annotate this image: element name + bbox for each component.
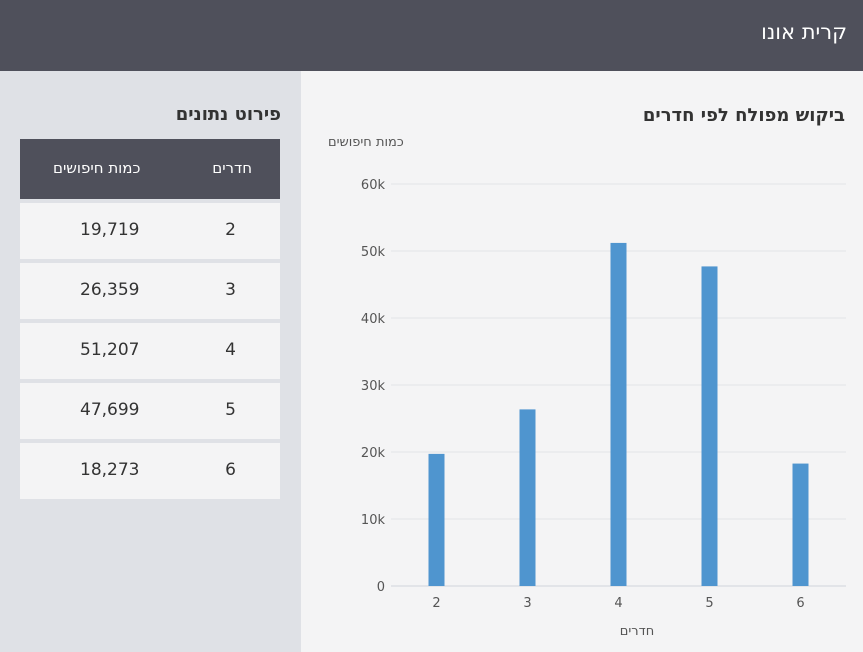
cell-rooms: 5: [225, 400, 236, 420]
bar[interactable]: [792, 463, 809, 586]
app-header: קרית אונו: [0, 0, 863, 71]
table-row: 3 26,359: [20, 263, 280, 319]
data-table: חדרים כמות חיפושים 2 19,719 3 26,359 4 5…: [20, 139, 280, 499]
y-tick-label: 10k: [361, 513, 386, 528]
y-tick-label: 40k: [361, 312, 386, 327]
bar-chart: 0 10k 20k 30k 40k 50k 60k 2 3 4 5 6 כמות חיפושים חד…: [328, 135, 846, 639]
chart-panel: ביקוש מפולח לפי חדרים 0 10k 20k 30k 40k 50k 60…: [301, 71, 863, 652]
table-row: 5 47,699: [20, 383, 280, 439]
y-tick-label: 20k: [361, 446, 386, 461]
x-tick-label: 5: [705, 596, 713, 611]
y-tick-label: 60k: [361, 178, 386, 193]
table-title: פירוט נתונים: [175, 104, 281, 125]
cell-rooms: 2: [225, 220, 236, 240]
bar[interactable]: [428, 453, 445, 586]
tick-labels: 0 10k 20k 30k 40k 50k 60k 2 3 4 5 6: [361, 178, 805, 611]
y-tick-label: 30k: [361, 379, 386, 394]
x-tick-label: 2: [432, 596, 440, 611]
column-header-count: כמות חיפושים: [53, 159, 141, 177]
column-header-rooms: חדרים: [212, 159, 252, 177]
chart-title: ביקוש מפולח לפי חדרים: [642, 105, 845, 126]
y-tick-label: 50k: [361, 245, 386, 260]
x-tick-label: 4: [614, 596, 622, 611]
data-details-panel: פירוט נתונים חדרים כמות חיפושים 2 19,719…: [0, 71, 301, 652]
cell-rooms: 4: [225, 340, 236, 360]
table-row: 6 18,273: [20, 443, 280, 499]
city-title: קרית אונו: [761, 20, 847, 44]
table-header-row: חדרים כמות חיפושים: [20, 139, 280, 199]
cell-count: 19,719: [80, 220, 140, 240]
bars: [428, 242, 809, 587]
x-tick-label: 3: [523, 596, 531, 611]
cell-count: 47,699: [80, 400, 140, 420]
table-row: 4 51,207: [20, 323, 280, 379]
table-row: 2 19,719: [20, 203, 280, 259]
cell-count: 18,273: [80, 460, 140, 480]
y-axis-label: כמות חיפושים: [328, 135, 404, 150]
cell-count: 51,207: [80, 340, 140, 360]
y-tick-label: 0: [377, 580, 385, 595]
x-axis-label: חדרים: [620, 624, 654, 639]
cell-rooms: 6: [225, 460, 236, 480]
bar[interactable]: [610, 242, 627, 587]
bar[interactable]: [519, 409, 536, 586]
cell-count: 26,359: [80, 280, 140, 300]
x-tick-label: 6: [796, 596, 804, 611]
cell-rooms: 3: [225, 280, 236, 300]
bar[interactable]: [701, 266, 718, 586]
